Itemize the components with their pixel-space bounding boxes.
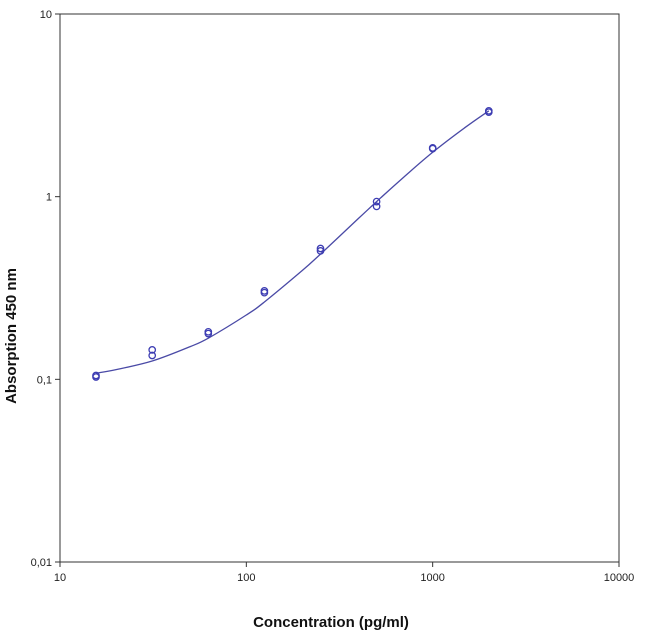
fit-curve-layer	[95, 110, 490, 374]
fit-curve	[95, 110, 490, 374]
data-point	[316, 247, 325, 255]
data-point	[92, 373, 100, 381]
y-tick-label: 0,1	[37, 374, 52, 386]
plot-frame	[59, 13, 620, 563]
data-point	[372, 202, 381, 211]
y-axis-title: Absorption 450 nm	[3, 268, 20, 404]
data-point	[204, 329, 213, 338]
data-point	[484, 108, 493, 117]
axis-ticks: 10 100 1000 10000 0,01 0,1 1 10	[31, 9, 635, 584]
x-tick-label: 100	[237, 572, 255, 584]
data-point	[148, 346, 157, 354]
plot-border	[59, 13, 620, 563]
x-axis-title: Concentration (pg/ml)	[253, 614, 409, 631]
data-point	[260, 288, 269, 297]
data-point	[316, 244, 325, 253]
x-tick-label: 10	[54, 572, 66, 584]
x-tick-label: 1000	[420, 572, 444, 584]
data-point	[372, 197, 381, 206]
x-tick-label: 10000	[604, 572, 635, 584]
data-point	[428, 144, 437, 153]
y-tick-label: 0,01	[31, 557, 52, 569]
data-points-layer	[92, 106, 493, 381]
y-tick-label: 10	[40, 9, 52, 21]
data-point	[148, 351, 157, 360]
y-tick-label: 1	[46, 192, 52, 204]
